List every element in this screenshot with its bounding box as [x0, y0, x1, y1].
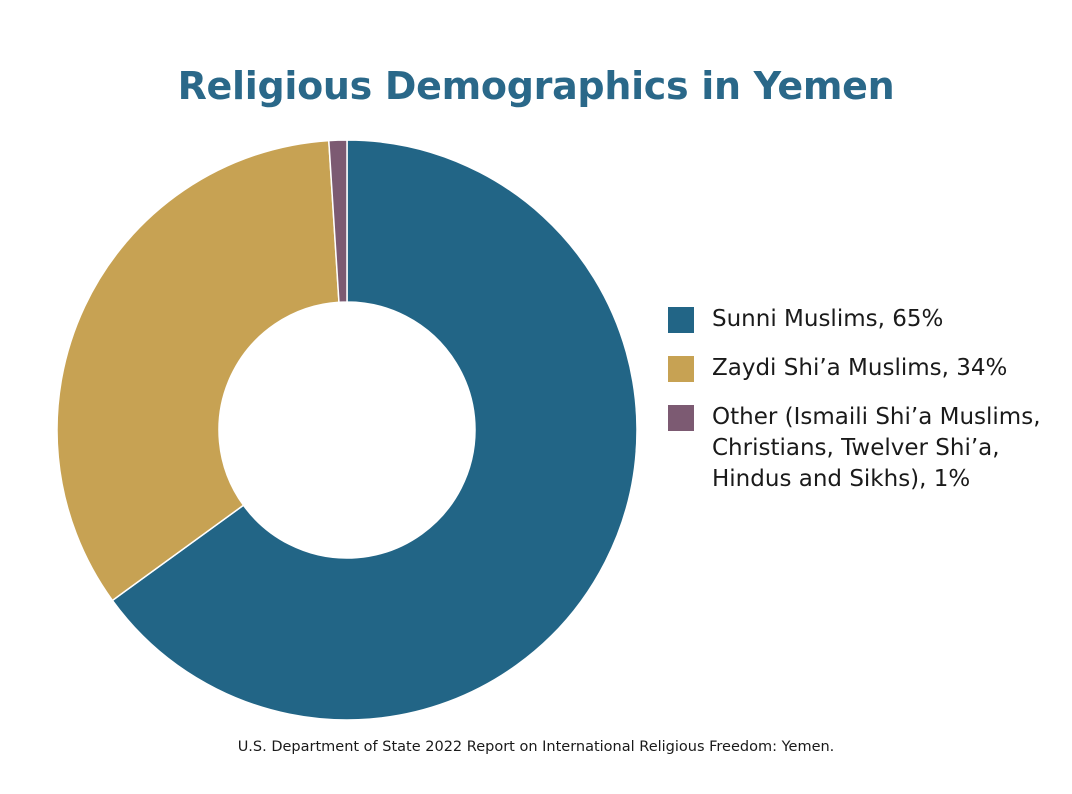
legend-item-sunni: Sunni Muslims, 65% — [668, 304, 1048, 335]
legend-swatch-sunni — [668, 307, 694, 333]
donut-slice-zaydi — [56, 139, 340, 602]
legend-label-other: Other (Ismaili Shi’a Muslims, Christians… — [712, 404, 1041, 492]
legend-swatch-zaydi — [668, 356, 694, 382]
chart-title: Religious Demographics in Yemen — [177, 64, 895, 108]
source-note: U.S. Department of State 2022 Report on … — [237, 739, 835, 755]
legend-label-zaydi: Zaydi Shi’a Muslims, 34% — [712, 355, 1008, 381]
donut-slice-sunni — [111, 139, 638, 721]
donut-slice-other — [327, 139, 348, 304]
chart-legend: Sunni Muslims, 65% Zaydi Shi’a Muslims, … — [668, 304, 1048, 513]
legend-swatch-other — [668, 405, 694, 431]
legend-label-sunni: Sunni Muslims, 65% — [712, 306, 944, 332]
legend-item-zaydi: Zaydi Shi’a Muslims, 34% — [668, 353, 1048, 384]
legend-item-other: Other (Ismaili Shi’a Muslims, Christians… — [668, 402, 1048, 495]
